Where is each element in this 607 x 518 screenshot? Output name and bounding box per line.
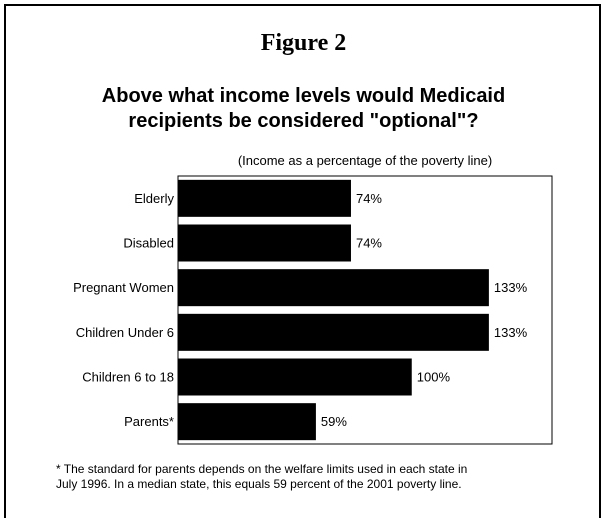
bar bbox=[178, 403, 316, 441]
bar bbox=[178, 179, 351, 217]
footnote-line-2: July 1996. In a median state, this equal… bbox=[56, 477, 462, 491]
category-label: Pregnant Women bbox=[73, 280, 174, 295]
chart-title: Above what income levels would Medicaid … bbox=[0, 84, 607, 134]
data-label: 59% bbox=[321, 414, 347, 429]
chart-title-line-2: recipients be considered "optional"? bbox=[128, 110, 479, 132]
category-label: Parents* bbox=[124, 414, 174, 429]
category-label: Elderly bbox=[134, 191, 174, 206]
data-label: 133% bbox=[494, 280, 528, 295]
chart-title-line-1: Above what income levels would Medicaid bbox=[101, 85, 506, 107]
bar bbox=[178, 269, 489, 307]
category-label: Disabled bbox=[123, 236, 174, 251]
footnote-line-1: * The standard for parents depends on th… bbox=[56, 462, 468, 476]
bar bbox=[178, 313, 489, 351]
data-label: 133% bbox=[494, 325, 528, 340]
bar bbox=[178, 358, 412, 396]
data-label: 74% bbox=[356, 191, 382, 206]
category-label: Children Under 6 bbox=[76, 325, 174, 340]
figure-frame bbox=[4, 4, 601, 518]
plot-area bbox=[177, 175, 553, 445]
figure-title: Figure 2 bbox=[260, 30, 347, 56]
data-label: 74% bbox=[356, 236, 382, 251]
category-label: Children 6 to 18 bbox=[82, 370, 174, 385]
footnote: * The standard for parents depends on th… bbox=[56, 462, 576, 492]
data-label: 100% bbox=[417, 370, 451, 385]
bar bbox=[178, 224, 351, 262]
chart-subtitle: (Income as a percentage of the poverty l… bbox=[237, 153, 493, 168]
